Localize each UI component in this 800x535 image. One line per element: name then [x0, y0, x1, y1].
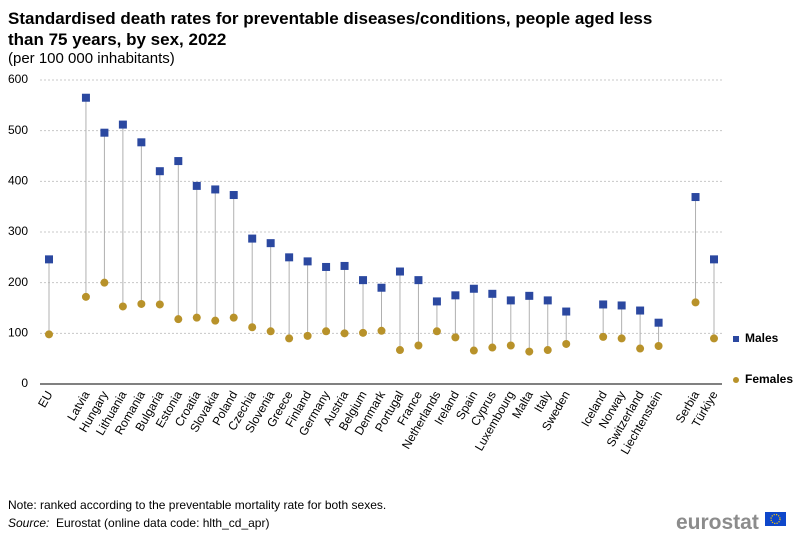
male-marker [137, 138, 146, 147]
male-marker [654, 318, 663, 327]
female-marker [377, 326, 386, 335]
male-marker [525, 291, 534, 300]
male-marker [100, 128, 109, 137]
female-marker [81, 292, 90, 301]
y-tick-label: 0 [21, 376, 28, 390]
male-marker [229, 191, 238, 200]
x-tick-label: EU [35, 389, 55, 410]
male-marker [469, 284, 478, 293]
male-marker [488, 289, 497, 298]
male-marker [285, 253, 294, 262]
female-marker [285, 334, 294, 343]
male-marker [340, 261, 349, 270]
female-marker [100, 278, 109, 287]
title-line: Standardised death rates for preventable… [8, 9, 652, 28]
female-marker [322, 327, 331, 336]
male-marker [599, 300, 608, 309]
male-marker [710, 255, 718, 264]
y-tick-label: 100 [8, 326, 28, 340]
legend-marker [733, 377, 739, 383]
female-marker [266, 327, 275, 336]
female-marker [174, 315, 183, 324]
logo: eurostat [676, 511, 759, 534]
female-marker [359, 328, 368, 337]
y-tick-label: 500 [8, 123, 28, 137]
eu-flag [765, 512, 786, 526]
legend-marker [733, 336, 739, 342]
male-marker [211, 185, 220, 194]
male-marker [543, 296, 552, 305]
male-marker [248, 234, 257, 243]
male-marker [377, 283, 386, 292]
chart-title: Standardised death rates for preventable… [8, 9, 652, 49]
male-marker [192, 181, 201, 190]
female-marker [155, 300, 164, 309]
note: Note: ranked according to the preventabl… [8, 498, 386, 512]
male-marker [81, 93, 90, 102]
y-tick-label: 200 [8, 275, 28, 289]
legend-label: Females [745, 372, 793, 386]
male-marker [506, 296, 515, 305]
male-marker [562, 307, 571, 316]
male-marker [451, 291, 460, 300]
male-marker [636, 306, 645, 315]
male-marker [303, 257, 312, 266]
flag [765, 512, 786, 526]
chart-subtitle: (per 100 000 inhabitants) [8, 50, 175, 67]
male-marker [395, 267, 404, 276]
female-marker [617, 334, 626, 343]
female-marker [469, 346, 478, 355]
y-tick-label: 600 [8, 72, 28, 86]
male-marker [432, 297, 441, 306]
title-line: than 75 years, by sex, 2022 [8, 30, 226, 49]
female-marker [451, 333, 460, 342]
female-marker [432, 327, 441, 336]
female-marker [562, 339, 571, 348]
legend-label: Males [745, 331, 779, 345]
female-marker [229, 313, 238, 322]
male-marker [617, 301, 626, 310]
female-marker [525, 347, 534, 356]
male-marker [266, 239, 275, 248]
female-marker [118, 302, 127, 311]
male-marker [118, 120, 127, 129]
female-marker [395, 346, 404, 355]
male-marker [155, 167, 164, 176]
source-label: Source: [8, 516, 49, 530]
male-marker [359, 276, 368, 285]
y-tick-label: 400 [8, 174, 28, 188]
male-marker [414, 276, 423, 285]
female-marker [488, 343, 497, 352]
y-tick-label: 300 [8, 224, 28, 238]
male-marker [691, 193, 700, 202]
flag-stars [770, 513, 781, 525]
female-marker [211, 316, 220, 325]
female-marker [137, 299, 146, 308]
female-marker [340, 329, 349, 338]
female-marker [192, 313, 201, 322]
female-marker [414, 341, 423, 350]
female-marker [636, 344, 645, 353]
female-marker [654, 342, 663, 350]
female-marker [543, 346, 552, 355]
female-marker [710, 334, 718, 343]
female-marker [599, 332, 608, 341]
female-marker [303, 331, 312, 340]
male-marker [322, 262, 331, 271]
female-marker [506, 341, 515, 350]
female-marker [45, 330, 53, 339]
female-marker [691, 298, 700, 307]
male-marker [174, 157, 183, 166]
source: Eurostat (online data code: hlth_cd_apr) [56, 516, 269, 530]
male-marker [45, 255, 53, 264]
female-marker [248, 323, 257, 332]
